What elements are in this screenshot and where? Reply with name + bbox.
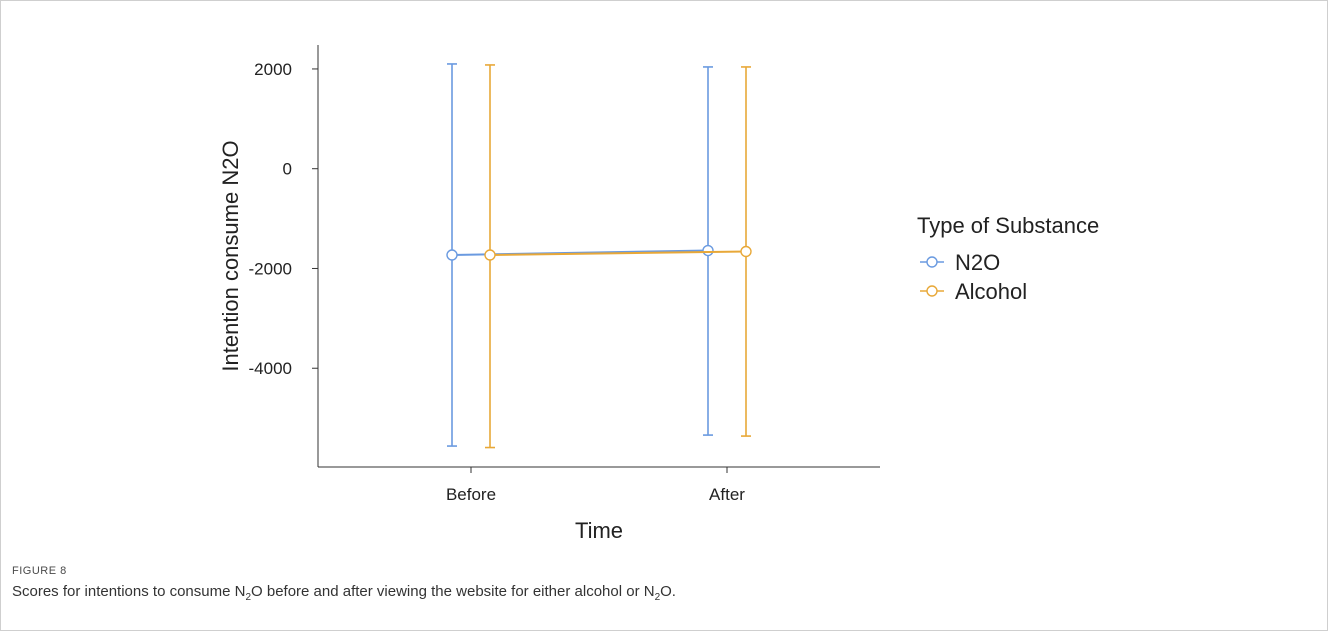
axes (317, 45, 880, 468)
figure-caption: Scores for intentions to consume N2O bef… (12, 583, 676, 603)
y-tick-label: 0 (283, 160, 292, 179)
caption-part-2: O before and after viewing the website f… (251, 583, 655, 600)
caption-sub-2: 2 (654, 592, 661, 603)
legend-item-n2o: N2O (920, 250, 1000, 275)
x-axis-label: Time (575, 518, 623, 543)
x-tick-label: After (709, 485, 745, 504)
data-point (446, 249, 458, 261)
figure-label: FIGURE 8 (12, 565, 67, 577)
y-axis-label: Intention consume N2O (218, 140, 243, 371)
legend-item-alcohol: Alcohol (920, 279, 1027, 304)
caption-part-1: Scores for intentions to consume N (12, 583, 246, 600)
y-tick-label: 2000 (254, 60, 292, 79)
y-tick-label: -2000 (249, 259, 292, 278)
legend-key-marker (926, 256, 938, 268)
legend-title: Type of Substance (917, 213, 1099, 238)
legend-label: N2O (955, 250, 1000, 275)
y-tick-label: -4000 (249, 359, 292, 378)
caption-sub-1: 2 (245, 592, 252, 603)
legend-label: Alcohol (955, 279, 1027, 304)
y-ticks: 2000 0 -2000 -4000 (249, 60, 318, 378)
data-point (740, 245, 752, 258)
x-ticks: Before After (446, 467, 745, 504)
series-layer (446, 63, 752, 449)
legend-key-marker (926, 285, 938, 297)
series-alcohol (484, 64, 752, 449)
chart: 2000 0 -2000 -4000 Before After Time Intenti… (218, 45, 1099, 543)
legend: Type of Substance N2O Alcohol (917, 213, 1099, 304)
x-tick-label: Before (446, 485, 496, 504)
legend-items: N2O Alcohol (920, 250, 1027, 304)
caption-part-3: O. (660, 583, 676, 600)
series-line (489, 250, 747, 257)
data-point (484, 249, 496, 261)
series-n2o (446, 63, 714, 447)
data-point (702, 244, 714, 257)
